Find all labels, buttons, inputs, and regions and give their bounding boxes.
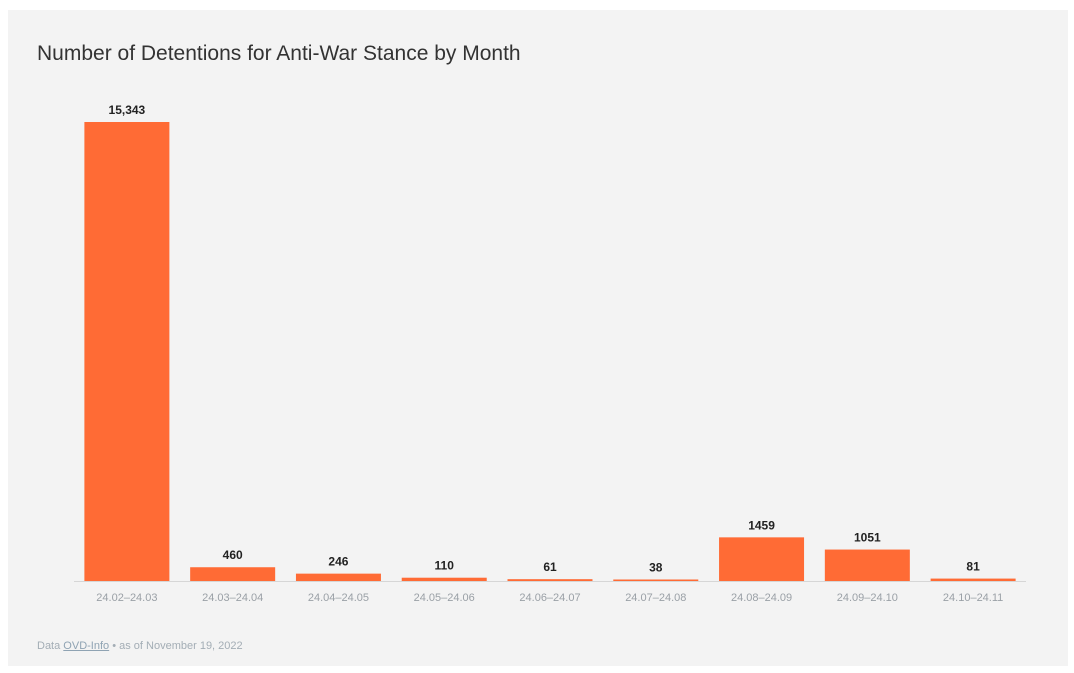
data-label: 81 [966, 560, 980, 574]
bar-chart: 15,343 24.02–24.03 460 24.03–24.04 246 24.04–… [74, 103, 1026, 604]
bar [507, 579, 593, 581]
footer-prefix: Data [37, 640, 64, 652]
data-label: 1459 [748, 518, 775, 532]
data-label: 38 [649, 561, 663, 575]
data-label: 246 [328, 555, 348, 569]
bar [190, 567, 276, 581]
bar [719, 537, 805, 581]
bar [613, 579, 699, 581]
bar [930, 578, 1016, 581]
source-link[interactable]: OVD-Info [63, 640, 110, 652]
bar [401, 577, 487, 581]
data-label: 110 [435, 559, 455, 573]
footer-suffix: • as of November 19, 2022 [109, 640, 243, 652]
data-label: 15,343 [109, 103, 146, 117]
x-tick-label: 24.07–24.08 [625, 592, 686, 604]
x-tick-label: 24.08–24.09 [731, 592, 792, 604]
data-label: 1051 [854, 531, 881, 545]
x-tick-label: 24.02–24.03 [96, 592, 157, 604]
data-label: 61 [543, 560, 557, 574]
chart-card: Number of Detentions for Anti-War Stance… [8, 10, 1068, 666]
x-tick-label: 24.04–24.05 [308, 592, 369, 604]
x-tick-label: 24.10–24.11 [943, 592, 1003, 604]
chart-title: Number of Detentions for Anti-War Stance… [37, 42, 521, 65]
x-tick-label: 24.09–24.10 [837, 592, 898, 604]
bar [84, 122, 170, 581]
bar [824, 549, 910, 581]
x-tick-label: 24.03–24.04 [202, 592, 263, 604]
x-tick-label: 24.06–24.07 [519, 592, 580, 604]
bar [295, 573, 381, 581]
source-footer: Data OVD-Info • as of November 19, 2022 [37, 640, 243, 652]
data-label: 460 [223, 548, 243, 562]
x-tick-label: 24.05–24.06 [414, 592, 475, 604]
